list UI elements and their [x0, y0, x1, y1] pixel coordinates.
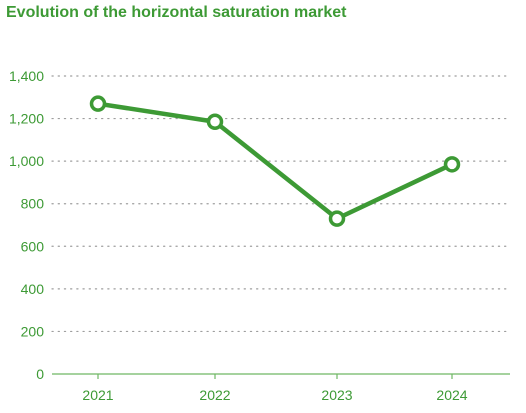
data-point-2021 [89, 95, 107, 112]
y-tick-label-1000: 1,000 [9, 153, 44, 169]
x-tick-label-2021: 2021 [82, 387, 113, 403]
chart-title: Evolution of the horizontal saturation m… [6, 4, 347, 21]
y-tick-label-1200: 1,200 [9, 111, 44, 127]
data-point-2022 [206, 113, 224, 131]
x-tick-label-2024: 2024 [436, 387, 467, 403]
data-point-2024 [443, 156, 461, 173]
x-tick-label-2023: 2023 [321, 387, 352, 403]
y-tick-label-1400: 1,400 [9, 68, 44, 84]
y-tick-label-600: 600 [21, 238, 45, 254]
data-point-2023 [328, 210, 346, 227]
x-tick-label-2022: 2022 [199, 387, 230, 403]
series-line-0 [95, 101, 455, 221]
y-tick-label-0: 0 [36, 366, 44, 382]
y-tick-label-400: 400 [21, 281, 45, 297]
y-tick-label-800: 800 [21, 196, 45, 212]
y-tick-label-200: 200 [21, 323, 45, 339]
